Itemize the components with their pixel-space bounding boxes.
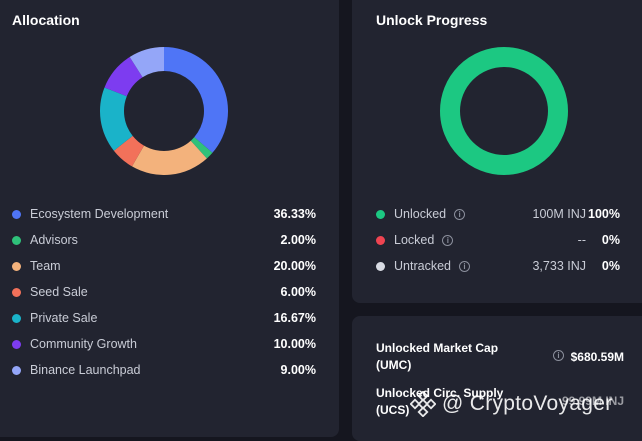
status-dot — [376, 209, 385, 219]
legend-dot — [12, 287, 21, 297]
info-icon[interactable]: i — [553, 350, 564, 361]
allocation-item-private-sale: Private Sale 16.67% — [12, 309, 316, 327]
allocation-donut-chart — [100, 47, 228, 175]
legend-dot — [12, 339, 21, 349]
umc-label-line1: Unlocked Market Cap — [376, 341, 499, 355]
ucs-value: 99.99M INJ — [561, 394, 624, 408]
legend-dot — [12, 365, 21, 375]
allocation-item-ecosystem: Ecosystem Development 36.33% — [12, 205, 316, 223]
unlock-row-pct: 0% — [601, 233, 620, 247]
donut-slice-team[interactable] — [132, 140, 207, 175]
donut-slice-advisors[interactable] — [190, 137, 213, 159]
unlock-ring-fill — [440, 47, 568, 175]
allocation-item-community-growth: Community Growth 10.00% — [12, 335, 316, 353]
info-icon[interactable]: i — [442, 234, 454, 246]
unlock-progress-title: Unlock Progress — [376, 12, 488, 28]
allocation-item-pct: 10.00% — [273, 337, 316, 351]
donut-slice-binance-launchpad[interactable] — [129, 47, 164, 78]
ucs-label-line1: Unlocked Circ. Supply — [376, 386, 504, 400]
allocation-panel: Allocation Ecosystem Development 36.33% … — [0, 0, 339, 437]
ucs-label: Unlocked Circ. Supply (UCS) — [376, 385, 503, 419]
unlock-row-label: Locked — [394, 233, 435, 247]
watermark: @ CryptoVoyager — [410, 390, 613, 418]
unlock-row-label: Unlocked — [394, 207, 447, 221]
allocation-item-advisors: Advisors 2.00% — [12, 231, 316, 249]
donut-slice-community-growth[interactable] — [104, 56, 143, 97]
legend-dot — [12, 313, 21, 323]
donut-slice-private-sale[interactable] — [100, 87, 133, 151]
allocation-item-label: Team — [30, 259, 61, 273]
umc-label-line2: (UMC) — [376, 358, 412, 372]
allocation-item-team: Team 20.00% — [12, 257, 316, 275]
unlock-progress-panel: Unlock Progress Unlocked i 100M INJ 100%… — [352, 0, 642, 303]
allocation-item-seed-sale: Seed Sale 6.00% — [12, 283, 316, 301]
legend-dot — [12, 261, 21, 271]
unlock-row-locked: Locked i -- 0% — [376, 231, 620, 249]
umc-value: $680.59M — [570, 350, 624, 364]
ucs-label-line2: (UCS) — [376, 403, 410, 417]
allocation-title: Allocation — [12, 12, 80, 28]
unlock-progress-ring — [440, 47, 568, 175]
unlock-row-amount: -- — [577, 233, 586, 247]
allocation-item-label: Ecosystem Development — [30, 207, 169, 221]
allocation-item-pct: 20.00% — [273, 259, 316, 273]
status-dot — [376, 235, 385, 245]
allocation-item-label: Community Growth — [30, 337, 137, 351]
donut-slice-seed-sale[interactable] — [113, 135, 145, 167]
legend-dot — [12, 209, 21, 219]
allocation-item-pct: 36.33% — [273, 207, 316, 221]
allocation-item-pct: 9.00% — [280, 363, 316, 377]
info-icon[interactable]: i — [458, 260, 470, 272]
allocation-item-label: Private Sale — [30, 311, 98, 325]
allocation-item-label: Seed Sale — [30, 285, 88, 299]
allocation-item-binance-launchpad: Binance Launchpad 9.00% — [12, 361, 316, 379]
allocation-item-label: Binance Launchpad — [30, 363, 141, 377]
binance-logo-icon — [410, 391, 436, 417]
unlock-row-amount: 100M INJ — [532, 207, 587, 221]
donut-slice-ecosystem-development[interactable] — [164, 47, 228, 153]
umc-label: Unlocked Market Cap (UMC) — [376, 340, 498, 374]
unlock-row-pct: 100% — [588, 207, 620, 221]
unlock-row-pct: 0% — [601, 259, 620, 273]
unlock-row-label: Untracked — [394, 259, 451, 273]
allocation-item-pct: 16.67% — [273, 311, 316, 325]
allocation-item-label: Advisors — [30, 233, 78, 247]
info-icon[interactable]: i — [454, 208, 466, 220]
status-dot — [376, 261, 385, 271]
unlock-row-amount: 3,733 INJ — [532, 259, 586, 273]
unlock-row-unlocked: Unlocked i 100M INJ 100% — [376, 205, 620, 223]
allocation-item-pct: 2.00% — [280, 233, 316, 247]
unlock-row-untracked: Untracked i 3,733 INJ 0% — [376, 257, 620, 275]
allocation-item-pct: 6.00% — [280, 285, 316, 299]
watermark-text: @ CryptoVoyager — [442, 392, 613, 415]
market-cap-panel: Unlocked Market Cap (UMC) i $680.59M Unl… — [352, 316, 642, 441]
legend-dot — [12, 235, 21, 245]
